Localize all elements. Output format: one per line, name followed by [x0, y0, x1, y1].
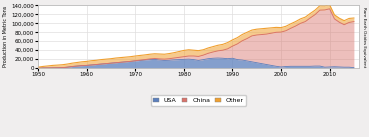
Y-axis label: Production in Metric Tons: Production in Metric Tons: [3, 6, 8, 67]
Legend: USA, China, Other: USA, China, Other: [151, 95, 246, 106]
Y-axis label: Rare Earth Oxides Equivalent: Rare Earth Oxides Equivalent: [362, 7, 366, 67]
